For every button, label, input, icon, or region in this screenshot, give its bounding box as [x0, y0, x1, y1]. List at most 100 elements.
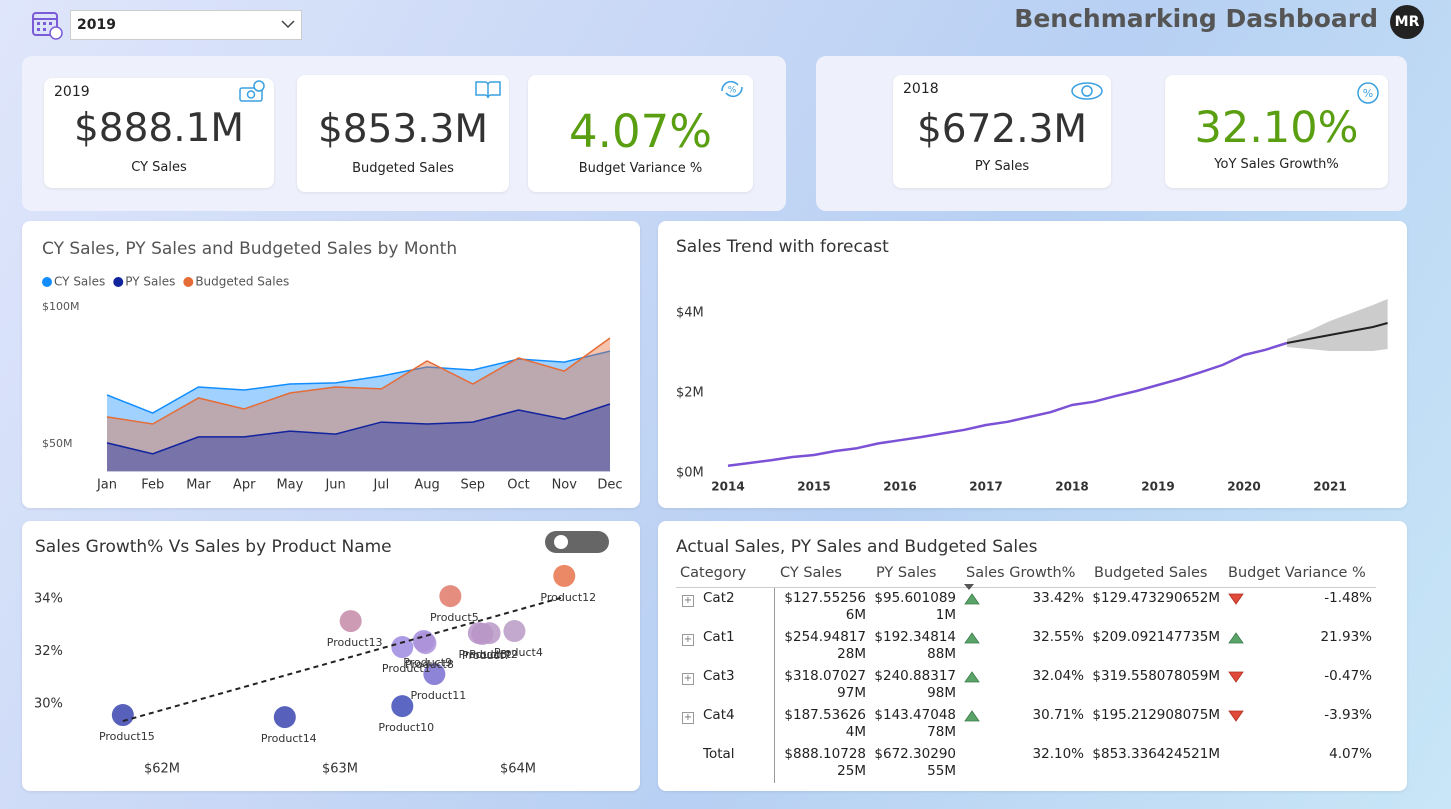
table-cell: + Cat2	[676, 587, 775, 627]
column-header: CY Sales	[774, 565, 870, 588]
area	[107, 337, 610, 472]
table-cell: $143.4704878M	[870, 705, 960, 744]
x-tick-label: 2020	[1227, 480, 1260, 494]
legend-label: CY Sales	[54, 275, 105, 289]
x-tick-label: $64M	[500, 762, 536, 777]
cell-value: -0.47%	[1324, 668, 1372, 684]
table-cell: $672.3029055M	[870, 744, 960, 783]
down-indicator	[1228, 593, 1244, 605]
x-tick-label: Jan	[96, 478, 117, 493]
category-name: Total	[703, 746, 735, 762]
legend-marker	[113, 277, 124, 287]
kpi-icon: %	[721, 80, 743, 98]
point-label: Product10	[378, 721, 434, 734]
area	[107, 403, 610, 472]
table-cell: $127.552566M	[774, 588, 870, 628]
point-label: Product12	[540, 591, 596, 604]
area-line	[106, 403, 611, 455]
expand-button[interactable]: +	[682, 712, 694, 724]
table-cell: $319.558078059M	[1088, 666, 1224, 705]
year-dropdown[interactable]: 2019	[70, 10, 302, 40]
up-indicator	[964, 593, 980, 605]
kpi-value: $853.3M	[317, 107, 489, 152]
point-label: Product2	[469, 648, 518, 661]
cell-value: $319.558078059M	[1092, 668, 1220, 684]
x-tick-label: Dec	[597, 478, 622, 493]
table-cell: 32.10%	[960, 744, 1088, 783]
x-tick-label: 2015	[797, 480, 830, 494]
dropdown-value: 2019	[77, 17, 116, 33]
x-tick-label: Jun	[324, 478, 345, 493]
table-cell: $254.9481728M	[774, 627, 870, 666]
table-row: + Cat1 $254.9481728M $192.3481488M 32.55% $20…	[676, 627, 1376, 666]
point	[111, 704, 134, 727]
point	[478, 622, 501, 645]
header-row: Category CY Sales PY Sales Sales Growth% Bud…	[676, 565, 1376, 590]
column-header: PY Sales	[870, 565, 960, 588]
x-tick-label: 2019	[1141, 480, 1174, 494]
point-label: Product9	[403, 656, 452, 669]
trend-line	[122, 595, 565, 723]
cell-value: $240.8831798M	[874, 668, 956, 701]
table-cell: -0.47%	[1224, 666, 1376, 705]
table-cell: + Cat3	[676, 666, 775, 705]
kpi-year: 2019	[54, 84, 90, 100]
point-label: Product1	[382, 662, 431, 675]
y-tick-label: $2M	[676, 386, 704, 401]
table-title: Actual Sales, PY Sales and Budgeted Sale…	[676, 537, 1038, 557]
x-tick-label: Sep	[461, 478, 486, 493]
table-cell: Total	[676, 744, 775, 783]
point	[553, 564, 576, 587]
line-chart-card: Sales Trend with forecast $0M $2M $4M 2014 2…	[658, 221, 1407, 508]
table-cell: 33.42%	[960, 588, 1088, 628]
x-tick-label: Aug	[414, 478, 439, 493]
kpi-label: Budget Variance %	[578, 161, 703, 176]
table-row: + Cat4 $187.536264M $143.4704878M 30.71% $195…	[676, 705, 1376, 744]
point-label: Product3	[458, 648, 507, 661]
x-tick-label: Apr	[233, 478, 256, 493]
y-tick-label: 34%	[34, 592, 63, 607]
point	[339, 610, 362, 633]
table-row: + Cat2 $127.552566M $95.6010891M 33.42% $129.…	[676, 587, 1376, 628]
cell-value: 32.55%	[1032, 629, 1084, 645]
x-tick-label: Nov	[552, 478, 578, 493]
x-tick-label: Jul	[373, 478, 390, 493]
category-name: Cat1	[703, 629, 735, 645]
x-tick-label: 2016	[883, 480, 916, 494]
x-tick-label: Mar	[186, 478, 211, 493]
table-cell: 30.71%	[960, 705, 1088, 744]
kpi-icon	[239, 80, 265, 102]
point	[423, 663, 446, 686]
expand-button[interactable]: +	[682, 673, 694, 685]
expand-button[interactable]: +	[682, 634, 694, 646]
table-row: + Cat3 $318.0702797M $240.8831798M 32.04% $31…	[676, 666, 1376, 705]
down-indicator	[1228, 710, 1244, 722]
table-cell: 32.55%	[960, 627, 1088, 666]
point	[439, 585, 462, 608]
x-tick-label: 2018	[1055, 480, 1088, 494]
cell-value: $187.536264M	[784, 707, 866, 740]
expand-button[interactable]: +	[682, 595, 694, 607]
legend-marker	[42, 277, 52, 287]
area	[107, 351, 610, 472]
x-tick-label: Oct	[507, 478, 529, 493]
down-indicator	[1228, 671, 1244, 683]
legend-label: Budgeted Sales	[195, 275, 289, 289]
kpi-value: $888.1M	[73, 106, 245, 151]
sort-indicator	[964, 584, 974, 590]
table-cell: $318.0702797M	[774, 666, 870, 705]
table-cell: -3.93%	[1224, 705, 1376, 744]
x-tick-label: $63M	[322, 762, 358, 777]
y-tick-label: $4M	[676, 306, 704, 321]
category-name: Cat2	[703, 590, 735, 606]
kpi-icon	[475, 81, 501, 99]
data-table: Category CY Sales PY Sales Sales Growth% Bud…	[676, 565, 1376, 783]
calendar-icon	[32, 12, 63, 40]
kpi-card: 2019 $888.1M CY Sales	[44, 78, 274, 188]
kpi-label: Budgeted Sales	[352, 161, 454, 176]
point	[414, 632, 437, 655]
forecast-line	[1286, 322, 1388, 344]
point-label: Product15	[99, 730, 155, 743]
x-tick-label: $62M	[144, 762, 180, 777]
scatter-chart-card: Sales Growth% Vs Sales by Product Name 3…	[22, 521, 640, 791]
